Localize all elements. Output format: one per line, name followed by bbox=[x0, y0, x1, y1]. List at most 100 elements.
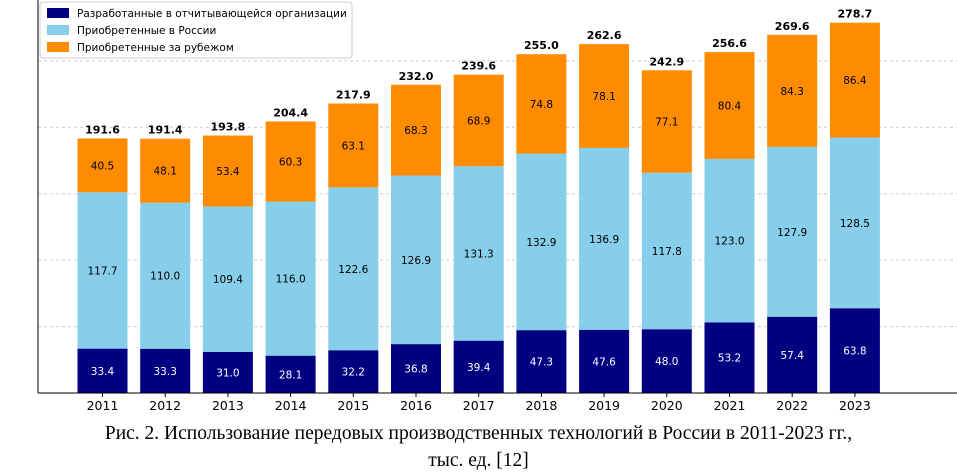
bar-segment bbox=[516, 153, 567, 331]
bar-segment bbox=[641, 172, 692, 330]
bar-segment bbox=[516, 330, 567, 393]
bar-segment bbox=[641, 70, 692, 173]
total-label: 191.6 bbox=[85, 123, 120, 136]
bar-segment bbox=[140, 138, 191, 203]
segment-label: 110.0 bbox=[150, 271, 180, 283]
x-tick-label: 2017 bbox=[463, 398, 495, 413]
segment-label: 84.3 bbox=[781, 86, 804, 98]
segment-label: 86.4 bbox=[843, 75, 867, 87]
bar-segment bbox=[328, 350, 379, 393]
total-label: 204.4 bbox=[273, 106, 308, 119]
x-tick-label: 2020 bbox=[651, 398, 683, 413]
caption-line-1: Рис. 2. Использование передовых производ… bbox=[104, 423, 853, 444]
total-label: 232.0 bbox=[399, 70, 434, 83]
segment-label: 68.3 bbox=[404, 125, 427, 137]
segment-label: 31.0 bbox=[216, 367, 239, 379]
bar-segment bbox=[453, 74, 504, 167]
figure-caption: Рис. 2. Использование передовых производ… bbox=[0, 420, 957, 474]
total-label: 262.6 bbox=[587, 29, 622, 42]
bar-segment bbox=[829, 22, 880, 138]
bar-segment bbox=[202, 351, 253, 393]
bar-segment bbox=[704, 158, 755, 323]
bar-segment bbox=[579, 329, 630, 393]
bar-segment bbox=[140, 348, 191, 393]
x-tick-label: 2012 bbox=[149, 398, 181, 413]
segment-label: 36.8 bbox=[404, 364, 427, 376]
stacked-bar-chart: 33.4 117.7 40.5 191.6 33.3 110.0 48.1 191.4 31.0… bbox=[37, 0, 957, 413]
legend-label: Приобретенные за рубежом bbox=[77, 42, 234, 54]
bars bbox=[77, 22, 880, 393]
bar-segment bbox=[704, 52, 755, 159]
bar-segment bbox=[328, 187, 379, 351]
total-label: 239.6 bbox=[461, 60, 496, 73]
segment-label: 48.1 bbox=[154, 166, 177, 178]
value-labels: 33.4 117.7 40.5 191.6 33.3 110.0 48.1 191.4 31.0… bbox=[85, 8, 872, 382]
segment-label: 77.1 bbox=[655, 117, 678, 129]
segment-label: 78.1 bbox=[592, 91, 615, 103]
segment-label: 109.4 bbox=[213, 274, 243, 286]
bar-segment bbox=[829, 308, 880, 393]
bar-segment bbox=[767, 34, 818, 147]
segment-label: 116.0 bbox=[276, 274, 306, 286]
segment-label: 47.6 bbox=[592, 356, 616, 368]
segment-label: 40.5 bbox=[91, 160, 114, 172]
x-tick-label: 2019 bbox=[588, 398, 620, 413]
bar-segment bbox=[579, 44, 630, 148]
segment-label: 80.4 bbox=[718, 100, 742, 112]
x-tick-label: 2016 bbox=[400, 398, 432, 413]
segment-label: 33.3 bbox=[154, 366, 177, 378]
total-label: 255.0 bbox=[524, 39, 559, 52]
bar-segment bbox=[767, 316, 818, 393]
legend-swatch bbox=[47, 25, 69, 35]
total-label: 269.6 bbox=[775, 20, 810, 33]
bar-segment bbox=[202, 206, 253, 352]
segment-label: 47.3 bbox=[530, 357, 553, 369]
segment-label: 117.7 bbox=[87, 265, 117, 277]
x-tick-label: 2021 bbox=[714, 398, 746, 413]
total-label: 193.8 bbox=[211, 121, 246, 134]
segment-label: 48.0 bbox=[655, 356, 678, 368]
segment-label: 33.4 bbox=[91, 366, 115, 378]
segment-label: 39.4 bbox=[467, 362, 491, 374]
bar-segment bbox=[579, 147, 630, 330]
x-tick-label: 2013 bbox=[212, 398, 244, 413]
segment-label: 63.8 bbox=[843, 346, 866, 358]
x-tick-label: 2022 bbox=[776, 398, 808, 413]
bar-segment bbox=[516, 54, 567, 154]
bar-segment bbox=[391, 344, 441, 393]
segment-label: 136.9 bbox=[589, 234, 619, 246]
bar-segment bbox=[391, 175, 441, 345]
legend-box bbox=[39, 1, 353, 59]
segment-label: 53.2 bbox=[718, 353, 741, 365]
segment-label: 132.9 bbox=[526, 237, 556, 249]
x-axis: 2011 2012 2013 2014 2015 2016 2017 2018 2019 2020… bbox=[37, 0, 957, 413]
total-label: 256.6 bbox=[712, 37, 747, 50]
bar-segment bbox=[265, 121, 316, 202]
bar-segment bbox=[202, 135, 253, 207]
bar-segment bbox=[140, 202, 191, 349]
caption-line-2: тыс. ед. [12] bbox=[428, 450, 529, 471]
x-tick-label: 2018 bbox=[525, 398, 557, 413]
segment-label: 68.9 bbox=[467, 115, 490, 127]
total-label: 191.4 bbox=[148, 124, 183, 137]
legend-swatch bbox=[47, 8, 69, 18]
legend: Разработанные в отчитывающейся организац… bbox=[39, 1, 353, 59]
segment-label: 128.5 bbox=[840, 218, 870, 230]
bar-segment bbox=[453, 340, 504, 393]
bar-segment bbox=[77, 348, 128, 393]
x-tick-label: 2015 bbox=[337, 398, 369, 413]
bar-segment bbox=[265, 355, 316, 393]
total-label: 278.7 bbox=[838, 8, 873, 21]
segment-label: 63.1 bbox=[342, 140, 365, 152]
segment-label: 131.3 bbox=[464, 248, 494, 260]
legend-swatch bbox=[47, 42, 69, 52]
segment-label: 126.9 bbox=[401, 255, 431, 267]
bar-segment bbox=[704, 322, 755, 393]
bar-segment bbox=[77, 138, 128, 193]
legend-label: Разработанные в отчитывающейся организац… bbox=[77, 8, 347, 20]
segment-label: 32.2 bbox=[342, 367, 365, 379]
bar-segment bbox=[391, 84, 441, 176]
bar-segment bbox=[641, 329, 692, 393]
segment-label: 53.4 bbox=[216, 166, 240, 178]
segment-label: 117.8 bbox=[652, 246, 682, 258]
